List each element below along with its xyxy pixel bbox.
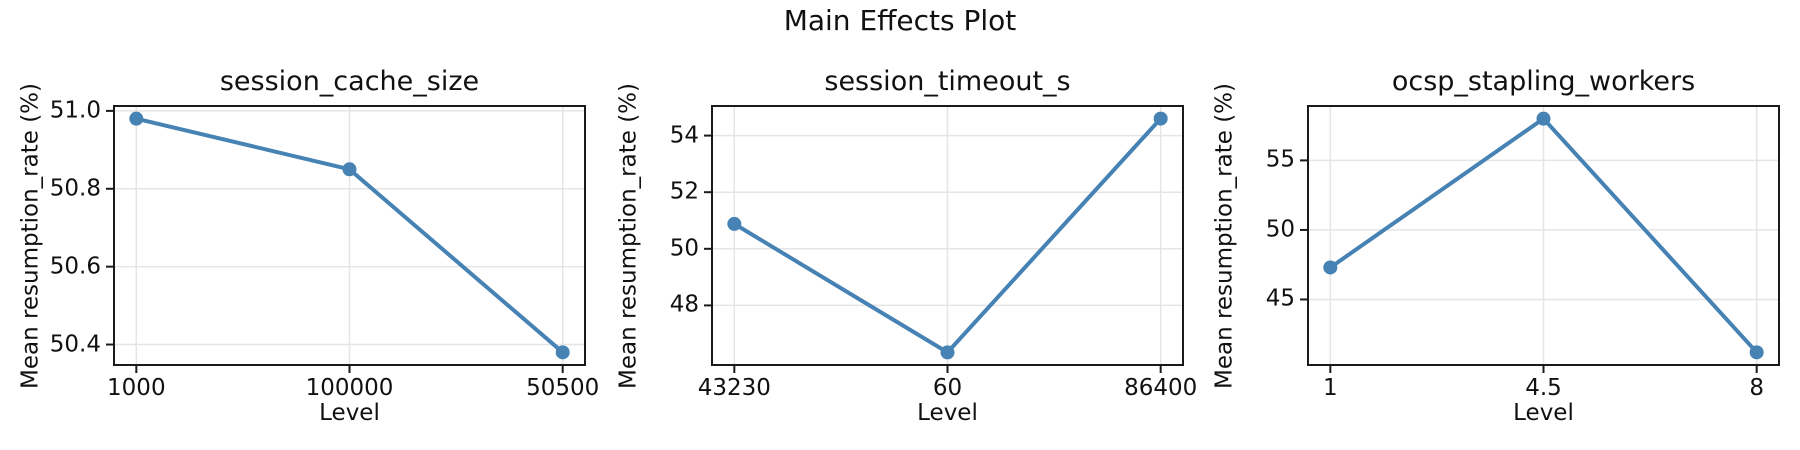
x-tick-label: 100000 [305,375,394,401]
y-tick-label: 45 [1265,285,1295,312]
y-tick-label: 51.0 [49,97,101,124]
x-tick-label: 86400 [1124,375,1198,401]
y-tick-label: 50.4 [49,331,101,358]
y-tick-label: 54 [669,122,699,149]
plot-area [1300,107,1778,373]
x-tick-label: 1000 [107,375,166,401]
x-axis-label: Level [917,400,978,426]
figure-title: Main Effects Plot [783,4,1017,37]
subplot-title: ocsp_stapling_workers [1391,66,1696,97]
subplot-title: session_cache_size [219,66,480,97]
y-tick-label: 50.8 [49,175,101,202]
x-axis-label: Level [1513,400,1574,426]
y-axis-label: Mean resumption_rate (%) [1211,82,1238,389]
data-point-marker [1323,260,1338,275]
x-tick-label: 4.5 [1525,375,1562,401]
data-point-marker [940,345,955,360]
y-tick-label: 50.6 [49,253,101,280]
subplot-session-cache-size: session_cache_size Mean resumption_rate … [18,66,600,425]
data-point-marker [129,111,144,126]
subplot-ocsp-stapling-workers: ocsp_stapling_workers Mean resumption_ra… [1212,66,1780,425]
plot-area [704,107,1182,373]
y-axis-label: Mean resumption_rate (%) [615,82,642,389]
x-tick-label: 1 [1322,375,1338,401]
x-tick-label: 8 [1749,375,1764,401]
data-point-marker [1749,345,1764,360]
y-tick-label: 48 [669,291,699,318]
y-tick-label: 52 [669,178,699,205]
data-point-marker [1153,111,1168,126]
subplot-title: session_timeout_s [824,66,1071,97]
x-tick-label: 43230 [697,375,771,401]
x-tick-label: 50500 [526,375,600,401]
x-tick-label: 60 [932,375,963,401]
x-axis-label: Level [319,400,380,426]
y-tick-label: 50 [669,235,699,262]
subplot-session-timeout-s: session_timeout_s Mean resumption_rate (… [616,66,1198,425]
data-point-marker [1536,111,1551,126]
y-axis-label: Mean resumption_rate (%) [17,82,44,389]
data-point-marker [342,162,357,177]
plot-area [106,107,584,373]
data-point-marker [555,345,570,360]
y-tick-label: 55 [1265,146,1295,173]
data-point-marker [727,216,742,231]
y-tick-label: 50 [1265,216,1295,243]
